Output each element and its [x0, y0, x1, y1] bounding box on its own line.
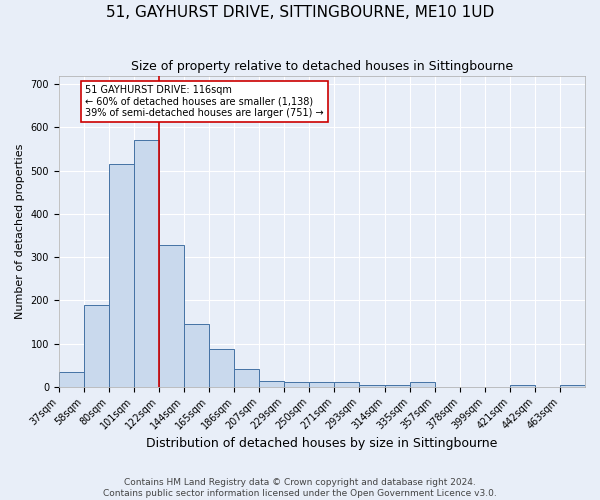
Bar — [159, 245, 184, 387]
Bar — [109, 164, 134, 387]
Bar — [209, 349, 234, 387]
Bar — [234, 368, 259, 387]
Bar — [334, 382, 359, 387]
Title: Size of property relative to detached houses in Sittingbourne: Size of property relative to detached ho… — [131, 60, 513, 73]
Bar — [359, 384, 385, 387]
Text: 51, GAYHURST DRIVE, SITTINGBOURNE, ME10 1UD: 51, GAYHURST DRIVE, SITTINGBOURNE, ME10 … — [106, 5, 494, 20]
Bar — [259, 381, 284, 387]
X-axis label: Distribution of detached houses by size in Sittingbourne: Distribution of detached houses by size … — [146, 437, 497, 450]
Bar — [184, 324, 209, 387]
Bar — [84, 304, 109, 387]
Bar — [134, 140, 159, 387]
Y-axis label: Number of detached properties: Number of detached properties — [15, 144, 25, 319]
Bar — [510, 384, 535, 387]
Bar — [560, 384, 585, 387]
Bar — [284, 382, 310, 387]
Text: 51 GAYHURST DRIVE: 116sqm
← 60% of detached houses are smaller (1,138)
39% of se: 51 GAYHURST DRIVE: 116sqm ← 60% of detac… — [85, 85, 324, 118]
Text: Contains HM Land Registry data © Crown copyright and database right 2024.
Contai: Contains HM Land Registry data © Crown c… — [103, 478, 497, 498]
Bar — [310, 382, 334, 387]
Bar — [385, 384, 410, 387]
Bar — [59, 372, 84, 387]
Bar — [410, 382, 434, 387]
